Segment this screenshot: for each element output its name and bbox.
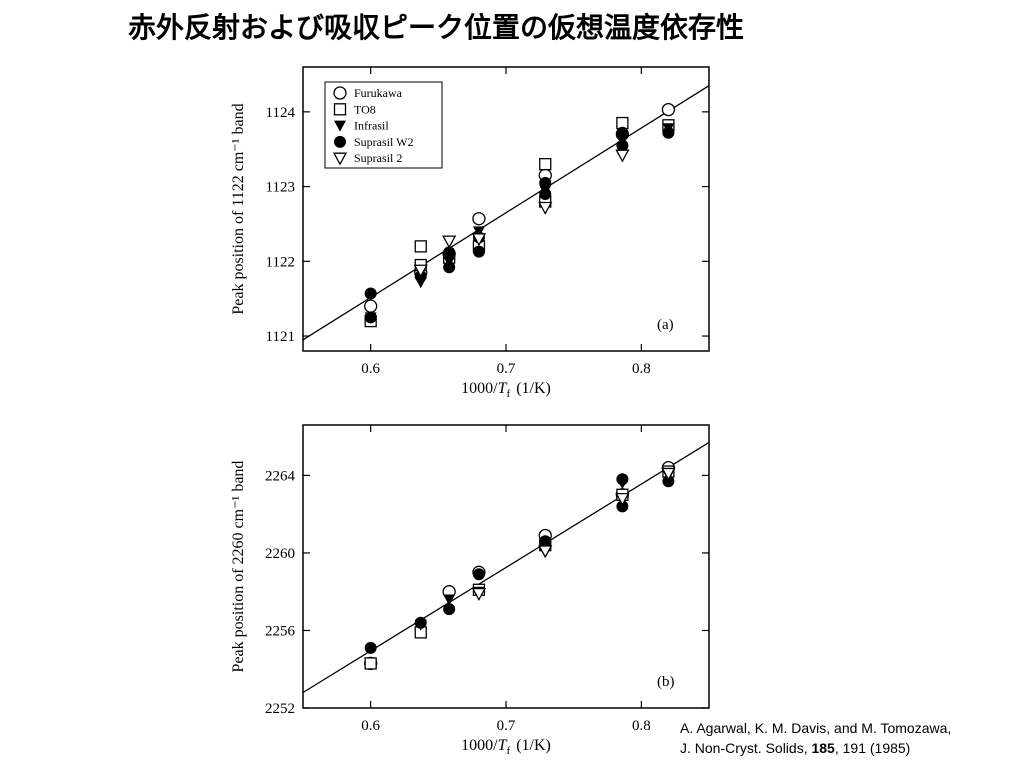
point-suprasil-w2-a-fifth xyxy=(443,261,456,274)
legend-marker-suprasil-2 xyxy=(332,152,348,166)
citation-volume: 185 xyxy=(811,740,835,756)
series-suprasil-2-a xyxy=(413,149,630,278)
x-axis-title-a: 1000/Tf (1/K) xyxy=(461,380,551,400)
legend-marker-furukawa xyxy=(333,86,347,100)
x-tick-label-b-1: 0.7 xyxy=(497,718,516,734)
legend: Furukawa TO8 Infrasil Suprasil W2 Suprasil 2 xyxy=(324,81,443,169)
x-axis-title-sub-a: f xyxy=(507,388,511,400)
panel-label-b: (b) xyxy=(657,674,675,690)
point-suprasil-w2-a-second xyxy=(364,311,377,324)
fit-line-b xyxy=(302,441,710,694)
x-tick-label-a-0: 0.6 xyxy=(361,361,380,377)
legend-label-infrasil: Infrasil xyxy=(354,119,389,133)
point-suprasil-2-a-fourth xyxy=(538,201,553,215)
point-suprasil-w2-a-fourth xyxy=(443,246,456,259)
x-axis-title-unit-a: (1/K) xyxy=(516,380,551,397)
citation-journal: J. Non-Cryst. Solids, xyxy=(680,740,812,756)
page-title: 赤外反射および吸収ピーク位置の仮想温度依存性 xyxy=(128,11,745,44)
point-suprasil-w2-b-second xyxy=(414,616,427,629)
point-suprasil-w2-a-twelfth xyxy=(662,126,675,139)
point-suprasil-w2-b-third xyxy=(443,603,456,616)
legend-marker-suprasil-w2 xyxy=(334,135,346,148)
point-suprasil-w2-b-fourth xyxy=(472,568,485,581)
y-axis-title-b: Peak position of 2260 cm⁻¹ band xyxy=(230,461,247,673)
point-suprasil-2-a-first xyxy=(413,264,428,278)
point-suprasil-w2-a-ninth xyxy=(539,188,552,201)
plot-frame-b xyxy=(302,424,710,709)
chart-a: 0.6 0.7 0.8 1121 1122 1123 1124 1000/Tf (1/K) Pea… xyxy=(230,66,710,400)
point-suprasil-w2-a-eleventh xyxy=(616,139,629,152)
x-axis-title-prefix-b: 1000/ xyxy=(461,737,498,754)
point-suprasil-2-a-third xyxy=(471,233,487,247)
y-tick-label-a-3: 1124 xyxy=(266,105,296,121)
x-tick-label-a-2: 0.8 xyxy=(632,361,651,377)
point-suprasil-w2-b-seventh xyxy=(616,500,629,513)
y-tick-label-b-1: 2256 xyxy=(265,623,296,639)
point-to8-b-first xyxy=(364,657,377,670)
point-suprasil-2-a-fifth xyxy=(615,149,630,163)
point-furukawa-a-first xyxy=(364,299,378,313)
point-suprasil-w2-b-sixth xyxy=(616,473,629,486)
panel-label-a: (a) xyxy=(657,317,674,333)
y-tick-label-a-2: 1123 xyxy=(266,180,295,196)
point-furukawa-a-seventh xyxy=(661,102,676,117)
citation-pages-year: , 191 (1985) xyxy=(834,740,911,756)
y-axis-title-a: Peak position of 1122 cm⁻¹ band xyxy=(230,103,247,314)
x-tick-label-b-0: 0.6 xyxy=(361,718,380,734)
point-suprasil-2-b-first xyxy=(471,587,487,601)
chart-b: 0.6 0.7 0.8 2252 2256 2260 2264 1000/Tf (1/K) Pea… xyxy=(230,424,710,757)
x-tick-label-a-1: 0.7 xyxy=(497,361,516,377)
point-suprasil-w2-b-eighth xyxy=(662,475,675,488)
x-axis-title-prefix-a: 1000/ xyxy=(461,380,498,397)
x-axis-title-var-b: T xyxy=(498,737,508,754)
point-to8-a-sixth xyxy=(539,158,552,171)
legend-marker-to8 xyxy=(333,103,347,116)
point-to8-a-second xyxy=(414,240,427,253)
legend-label-suprasil-w2: Suprasil W2 xyxy=(354,135,413,149)
point-suprasil-2-b-third xyxy=(615,493,630,507)
point-suprasil-2-a-second xyxy=(442,235,457,249)
legend-label-to8: TO8 xyxy=(354,102,376,116)
point-furukawa-a-fourth xyxy=(472,212,486,226)
citation: A. Agarwal, K. M. Davis, and M. Tomozawa… xyxy=(680,718,951,758)
point-infrasil-b-second xyxy=(443,594,456,606)
legend-label-furukawa: Furukawa xyxy=(354,86,403,100)
point-suprasil-w2-a-tenth xyxy=(616,126,629,139)
citation-line1: A. Agarwal, K. M. Davis, and M. Tomozawa… xyxy=(680,720,952,736)
series-suprasil-2-b xyxy=(471,467,676,601)
point-suprasil-w2-b-fifth xyxy=(539,535,552,548)
y-tick-label-a-0: 1121 xyxy=(266,329,295,345)
series-suprasil-w2-b xyxy=(364,473,675,654)
x-axis-title-unit-b: (1/K) xyxy=(516,737,551,754)
legend-marker-infrasil xyxy=(334,120,346,132)
x-axis-title-b: 1000/Tf (1/K) xyxy=(461,737,551,757)
legend-label-suprasil-2: Suprasil 2 xyxy=(354,151,402,165)
y-tick-label-b-3: 2264 xyxy=(265,468,296,484)
x-axis-title-var-a: T xyxy=(498,380,508,397)
point-suprasil-w2-a-eighth xyxy=(539,176,552,189)
y-tick-label-b-2: 2260 xyxy=(265,546,295,562)
point-suprasil-2-b-fourth xyxy=(661,467,676,481)
y-tick-label-a-1: 1122 xyxy=(266,254,295,270)
x-axis-title-sub-b: f xyxy=(507,745,511,757)
point-suprasil-2-b-second xyxy=(538,545,553,559)
point-suprasil-w2-b-first xyxy=(364,641,377,654)
point-suprasil-w2-a-seventh xyxy=(472,245,485,258)
y-tick-label-b-0: 2252 xyxy=(265,701,295,717)
point-suprasil-w2-a-first xyxy=(364,287,377,300)
x-tick-label-b-2: 0.8 xyxy=(632,718,651,734)
